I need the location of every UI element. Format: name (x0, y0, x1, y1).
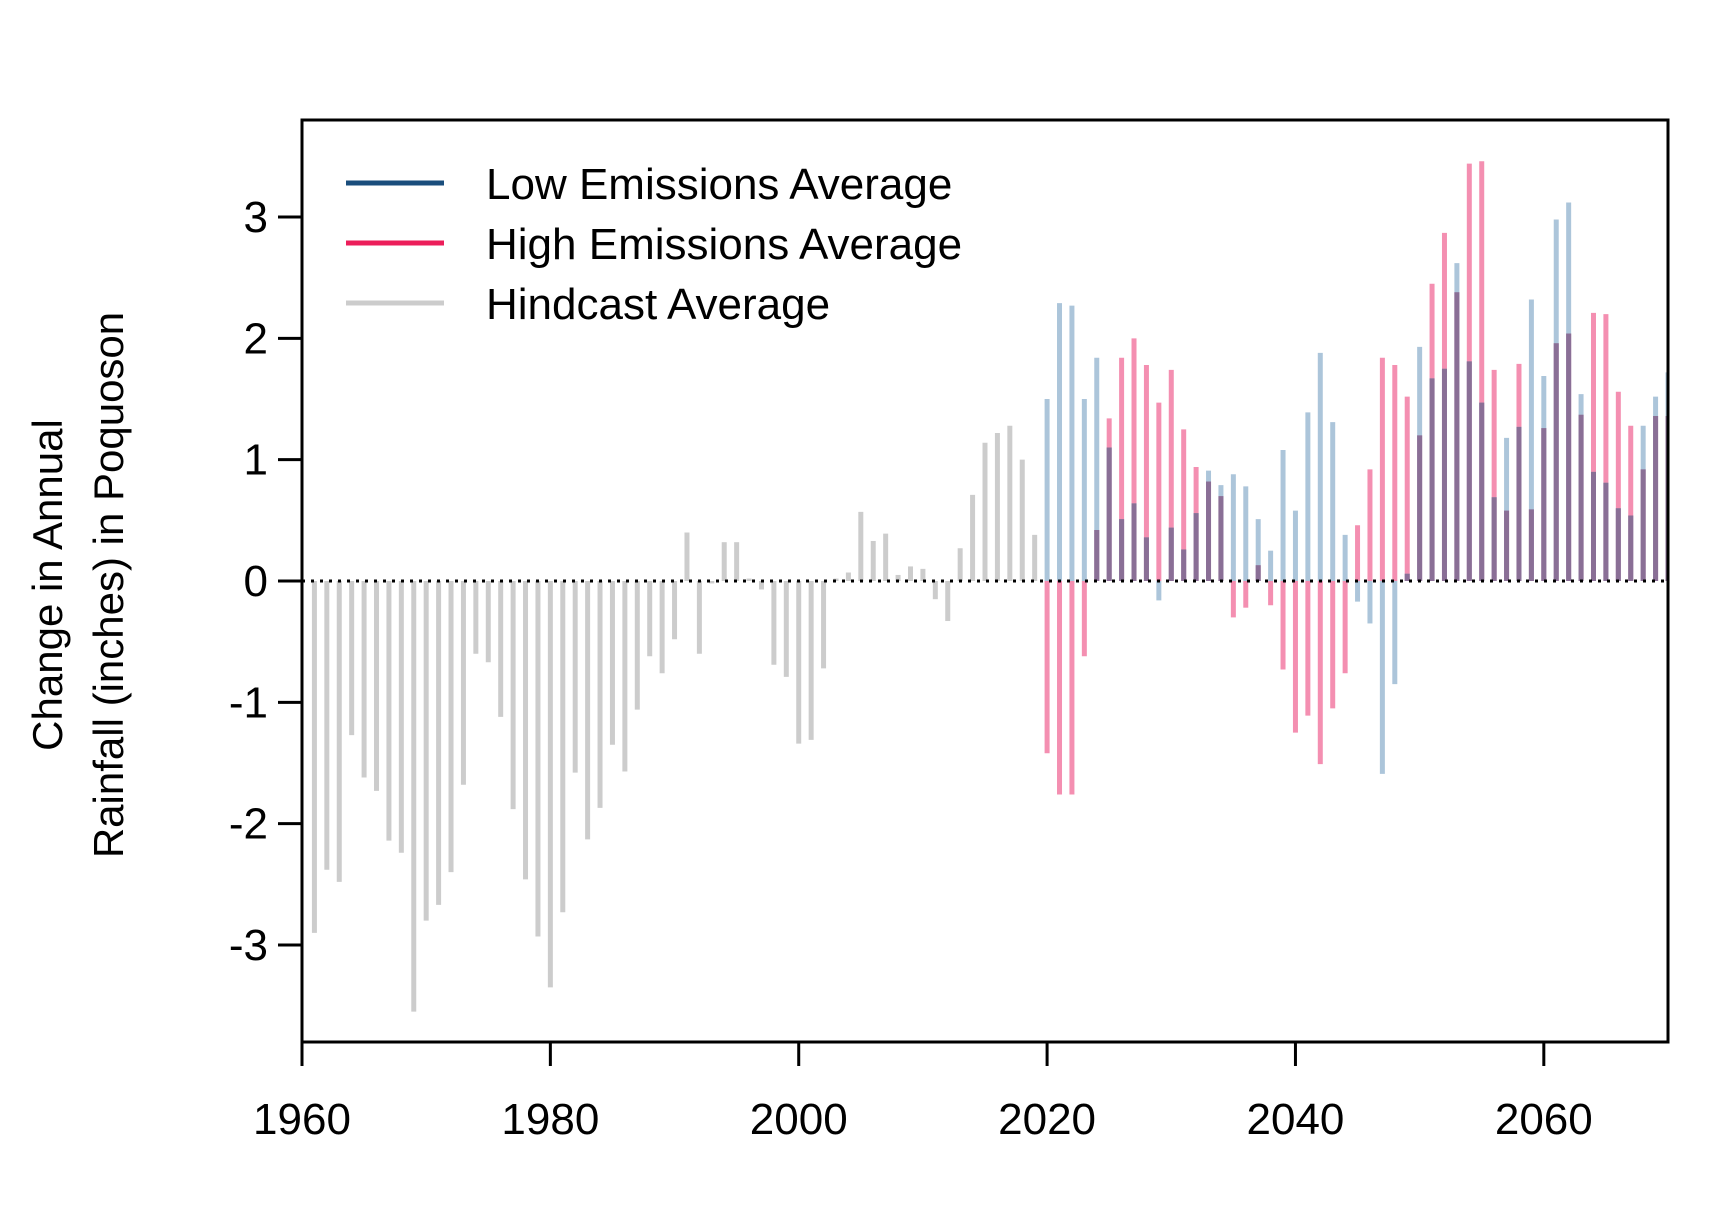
legend: Low Emissions Average High Emissions Aver… (346, 160, 962, 329)
y-tick-label: -3 (229, 921, 268, 970)
y-tick-label: 0 (244, 557, 268, 606)
y-tick-label: 3 (244, 193, 268, 242)
y-tick-label: -2 (229, 800, 268, 849)
low-emissions-bars (1044, 202, 1668, 774)
legend-label: High Emissions Average (486, 220, 962, 269)
y-axis: -3 -2 -1 0 1 2 3 (229, 193, 304, 970)
legend-item: Low Emissions Average (346, 160, 952, 209)
legend-label: Hindcast Average (486, 280, 830, 329)
legend-item: High Emissions Average (346, 220, 962, 269)
y-axis-title-line-1: Change in Annual (24, 419, 71, 751)
x-tick-label: 2000 (750, 1095, 848, 1144)
x-tick-label: 2060 (1495, 1095, 1593, 1144)
y-axis-title-line-2: Rainfall (inches) in Poquoson (85, 312, 132, 858)
overlap-region (1094, 292, 1668, 581)
legend-item: Hindcast Average (346, 280, 830, 329)
high-emissions-bars (1044, 161, 1668, 795)
x-tick-label: 2020 (998, 1095, 1096, 1144)
x-tick-label: 1980 (501, 1095, 599, 1144)
x-tick-label: 2040 (1247, 1095, 1345, 1144)
y-tick-label: 2 (244, 314, 268, 363)
x-axis: 1960 1980 2000 2020 2040 2060 (253, 1040, 1668, 1144)
y-tick-label: -1 (229, 678, 268, 727)
x-tick-label: 1960 (253, 1095, 351, 1144)
y-tick-label: 1 (244, 436, 268, 485)
legend-label: Low Emissions Average (486, 160, 952, 209)
hindcast-bars (311, 425, 1038, 1012)
